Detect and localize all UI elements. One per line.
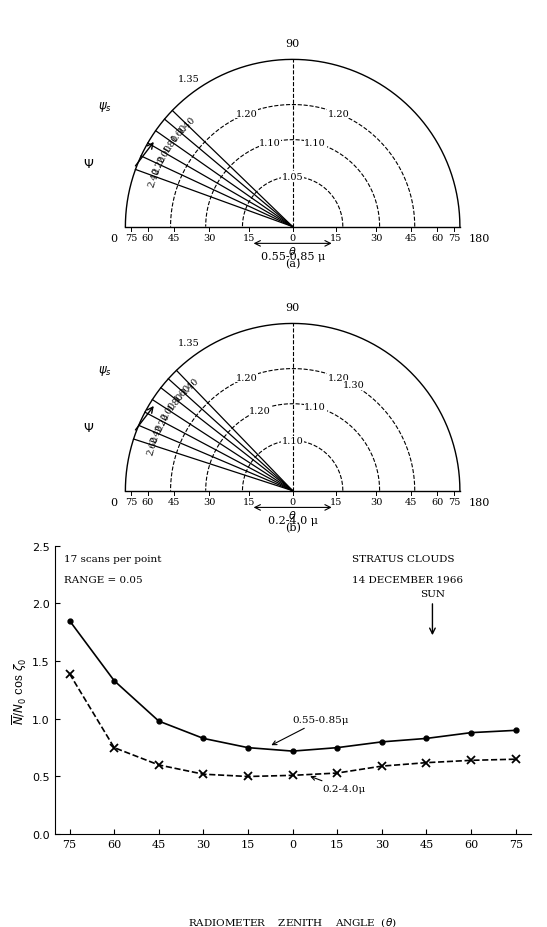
Text: 1.40: 1.40 [180,375,201,396]
Text: 2.40: 2.40 [149,423,165,445]
Text: 1.20: 1.20 [328,374,349,383]
Text: 0: 0 [110,235,117,244]
Text: 0.55-0.85 μ: 0.55-0.85 μ [260,251,325,261]
Text: (a): (a) [285,259,300,269]
Text: 30: 30 [203,235,215,243]
Text: 1.60: 1.60 [173,382,193,403]
Text: $\theta$: $\theta$ [288,245,297,257]
Text: $\psi_s$: $\psi_s$ [98,364,112,378]
Text: 1.80: 1.80 [162,133,182,154]
Text: 75: 75 [448,498,461,507]
Text: $\Psi$: $\Psi$ [83,421,94,434]
Text: 2.60: 2.60 [146,435,160,457]
Text: 15: 15 [243,235,255,243]
Text: 90: 90 [286,302,300,312]
Text: 1.10: 1.10 [304,402,326,412]
Text: 2.20: 2.20 [151,155,167,176]
Text: 15: 15 [243,498,255,507]
Text: 180: 180 [468,498,490,508]
Text: 15: 15 [330,498,342,507]
Text: 45: 45 [168,235,181,243]
Text: 1.10: 1.10 [282,437,304,446]
Text: 1.20: 1.20 [236,374,258,383]
Text: 14 DECEMBER 1966: 14 DECEMBER 1966 [352,575,463,584]
Text: 60: 60 [432,235,444,243]
Text: 45: 45 [405,498,417,507]
Text: 2.00: 2.00 [160,400,178,422]
Text: RANGE = 0.05: RANGE = 0.05 [63,575,142,584]
Y-axis label: $\overline{N}/N_0$ cos $\zeta_0$: $\overline{N}/N_0$ cos $\zeta_0$ [10,656,30,724]
Text: 0.2-4.0 μ: 0.2-4.0 μ [267,515,318,526]
Text: 0: 0 [289,498,296,507]
Text: 90: 90 [286,39,300,48]
Text: 2.40: 2.40 [147,166,162,188]
Text: STRATUS CLOUDS: STRATUS CLOUDS [352,554,455,563]
Text: 60: 60 [142,498,154,507]
Text: 1.35: 1.35 [178,339,200,348]
Text: 75: 75 [125,498,137,507]
Text: 30: 30 [203,498,215,507]
Text: 180: 180 [468,235,490,244]
Text: 45: 45 [405,235,417,243]
Text: 0: 0 [110,498,117,508]
Text: 1.30: 1.30 [343,381,364,390]
Text: 17 scans per point: 17 scans per point [63,554,161,563]
Text: 0: 0 [289,235,296,243]
Text: SUN: SUN [420,589,445,598]
Text: 75: 75 [125,235,137,243]
Text: 1.40: 1.40 [177,115,197,135]
Text: 1.80: 1.80 [167,390,187,412]
Text: 60: 60 [142,235,154,243]
Text: $\psi_s$: $\psi_s$ [98,100,112,114]
Text: 1.20: 1.20 [236,109,258,119]
Text: 1.20: 1.20 [328,109,349,119]
Text: 1.10: 1.10 [259,139,281,148]
Text: 60: 60 [432,498,444,507]
Text: 1.20: 1.20 [249,406,271,415]
Text: 45: 45 [168,498,181,507]
Text: 30: 30 [370,235,382,243]
Text: 1.60: 1.60 [170,122,190,144]
Text: 1.05: 1.05 [282,172,304,182]
Text: (b): (b) [284,522,301,532]
Text: 15: 15 [330,235,342,243]
Text: $\Psi$: $\Psi$ [83,158,94,171]
Text: 0.2-4.0μ: 0.2-4.0μ [311,777,365,794]
Text: 1.35: 1.35 [178,75,200,84]
Text: 1.10: 1.10 [304,139,326,148]
Text: 30: 30 [370,498,382,507]
Text: RADIOMETER    ZENITH    ANGLE  ($\theta$): RADIOMETER ZENITH ANGLE ($\theta$) [188,915,397,927]
Text: 0.55-0.85μ: 0.55-0.85μ [272,716,349,745]
Text: 2.00: 2.00 [156,143,174,165]
Text: 2.20: 2.20 [154,412,171,433]
Text: 75: 75 [448,235,461,243]
Text: $\theta$: $\theta$ [288,509,297,521]
